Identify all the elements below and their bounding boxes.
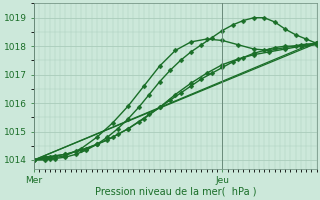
X-axis label: Pression niveau de la mer(  hPa ): Pression niveau de la mer( hPa ) <box>95 187 256 197</box>
